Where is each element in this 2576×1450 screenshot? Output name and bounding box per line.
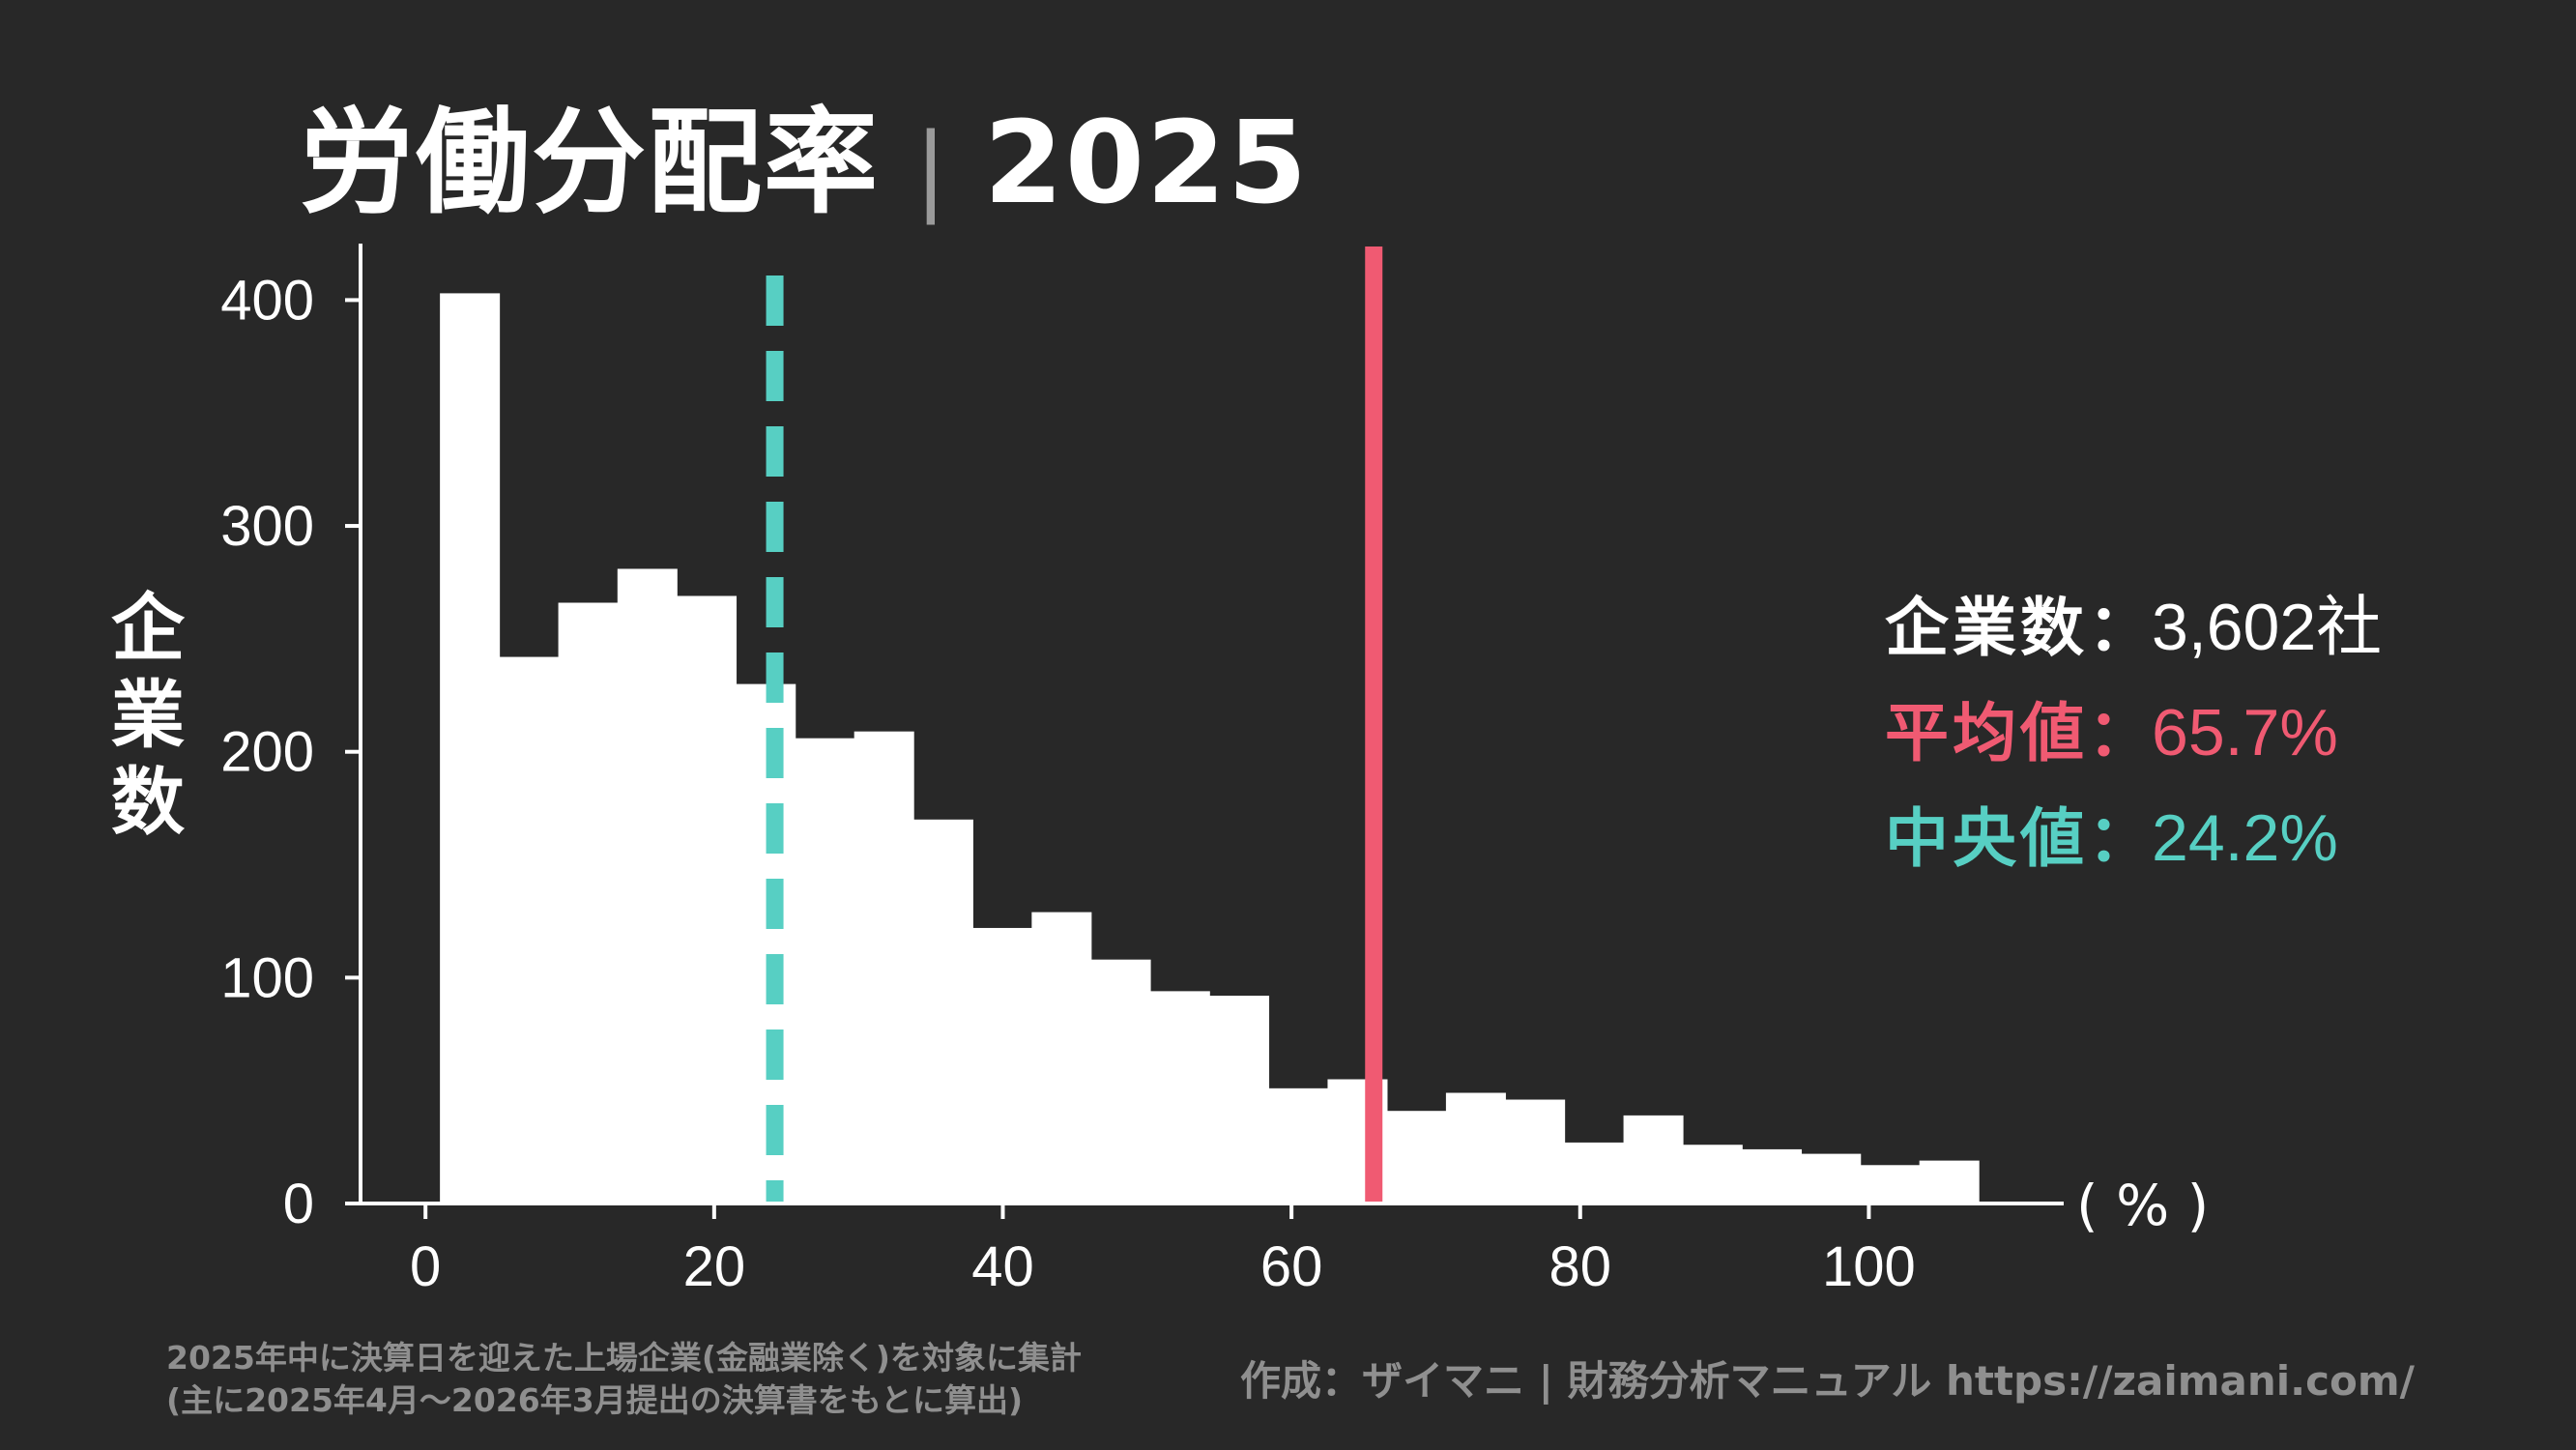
histogram-bar [1445,1092,1506,1204]
footnote-line-1: 2025年中に決算日を迎えた上場企業(金融業除く)を対象に集計 [166,1339,1083,1377]
histogram-bar [677,595,738,1204]
title-year: 2025 [983,96,1310,229]
y-tick-label: 200 [220,721,314,784]
histogram-bar [1682,1145,1743,1204]
stat-mean-row: 平均値：65.7% [1885,681,2382,786]
stat-count-colon: ： [2088,591,2152,665]
y-tick-label: 300 [220,495,314,558]
reference-lines-group [766,246,1383,1204]
histogram-bar [972,927,1033,1204]
stat-median-value: 24.2% [2152,801,2338,875]
stat-median-row: 中央値：24.2% [1885,786,2382,891]
histogram-bar [1919,1160,1980,1204]
stat-median-label: 中央値 [1885,801,2088,876]
histogram-bar [736,683,796,1204]
stat-count-label: 企業数 [1885,591,2088,665]
histogram-bar [854,731,914,1204]
histogram-bar [795,738,855,1204]
stats-legend: 企業数：3,602社 平均値：65.7% 中央値：24.2% [1885,575,2382,891]
x-tick-label: 80 [1549,1235,1612,1298]
stat-count-value: 3,602社 [2152,591,2383,664]
chart-title: 労働分配率 | 2025 [300,70,1309,235]
x-tick-label: 60 [1260,1235,1323,1298]
histogram-bar [1031,912,1092,1204]
x-axis-unit-label: ( % ) [2076,1173,2210,1238]
histogram-bar [1268,1088,1329,1204]
y-axis-label: 企業数 [111,585,185,845]
histogram-bar [1090,959,1151,1204]
stat-median-colon: ： [2088,801,2152,876]
histogram-bar [1801,1153,1862,1204]
footnote: 2025年中に決算日を迎えた上場企業(金融業除く)を対象に集計 (主に2025年… [166,1337,1082,1422]
footnote-line-2: (主に2025年4月〜2026年3月提出の決算書をもとに算出) [166,1381,1024,1419]
x-tick-label: 40 [971,1235,1034,1298]
title-separator: | [914,112,949,225]
histogram-bar [912,819,973,1204]
stat-mean-value: 65.7% [2152,696,2338,769]
y-tick-label: 0 [283,1173,314,1235]
histogram-bar [558,602,619,1204]
stat-mean-colon: ： [2088,696,2152,770]
x-tick-label: 20 [683,1235,746,1298]
histogram-bar [617,568,678,1204]
bars-group [440,293,1980,1204]
histogram-bar [1505,1099,1566,1204]
stat-count-row: 企業数：3,602社 [1885,575,2382,681]
histogram-bar [440,293,501,1204]
stat-mean-label: 平均値 [1885,696,2088,770]
credit-text: 作成：ザイマニ | 財務分析マニュアル https://zaimani.com/ [1240,1357,2415,1405]
y-tick-label: 400 [220,269,314,332]
x-tick-label: 100 [1822,1235,1916,1298]
histogram-bar [1149,991,1210,1204]
histogram-bar [1860,1165,1921,1204]
histogram-bar [1209,996,1270,1204]
axes-group: 0 20 40 60 80 100 0 100 200 300 400 [220,244,2064,1298]
title-main: 労働分配率 [300,96,881,229]
histogram-bar [1742,1148,1803,1204]
histogram-bar [1564,1142,1625,1204]
histogram-bar [1386,1111,1447,1204]
x-tick-label: 0 [410,1235,441,1298]
histogram-bar [499,656,560,1204]
histogram-bar [1623,1115,1684,1204]
y-tick-label: 100 [220,946,314,1009]
